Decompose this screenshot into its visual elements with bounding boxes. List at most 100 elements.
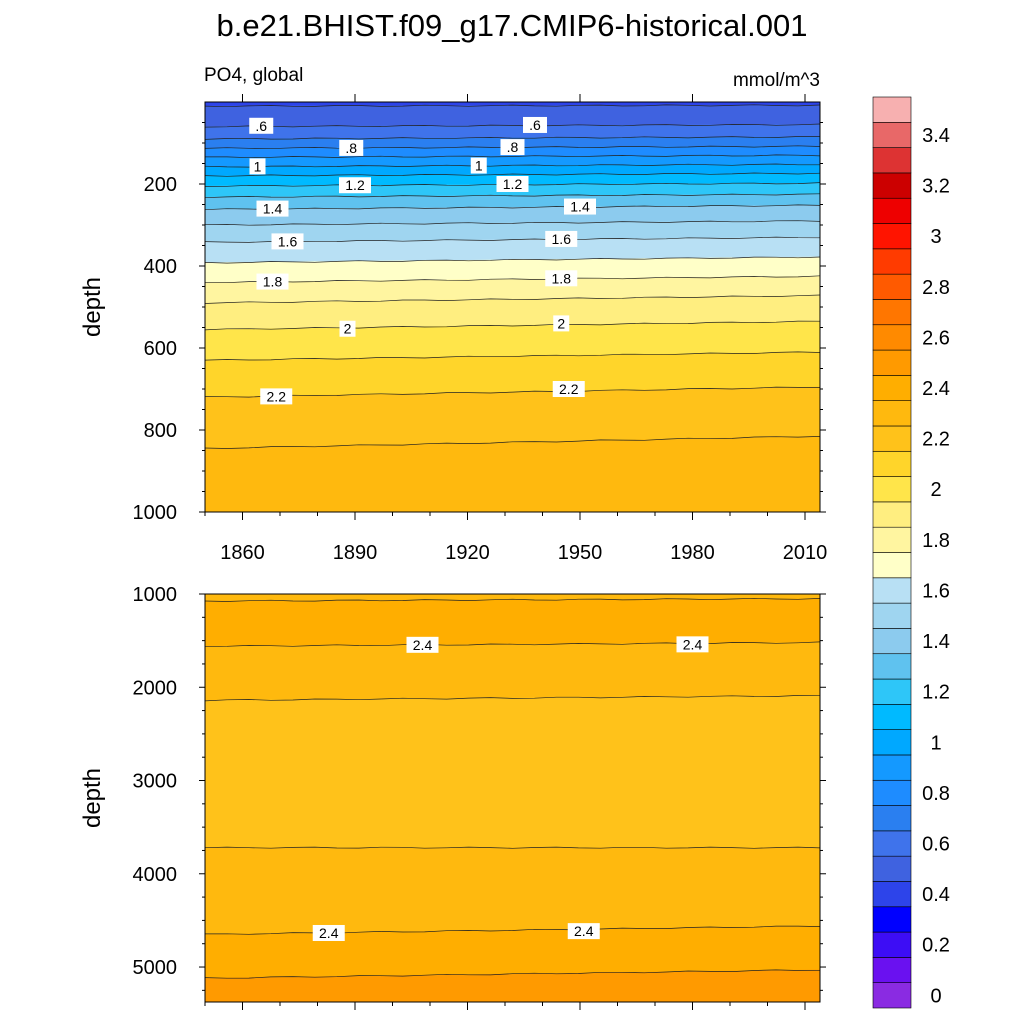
colorbar-swatch-3: [872, 906, 912, 933]
colorbar-swatch-16: [872, 577, 912, 604]
colorbar-label-15: 3: [930, 226, 941, 248]
contour-line-0: [204, 104, 821, 108]
colorbar-swatch-18: [872, 526, 912, 553]
colorbar-label-7: 1.4: [922, 631, 950, 653]
colorbar-swatch-31: [872, 197, 912, 224]
colorbar-swatch-32: [872, 172, 912, 199]
contour-label-3: .8: [507, 139, 519, 155]
contour-line-0: [204, 597, 821, 602]
colorbar-swatch-1: [872, 957, 912, 983]
colorbar-swatch-7: [872, 805, 912, 832]
colorbar-swatch-15: [872, 602, 912, 629]
x-tick-label-1: 1890: [333, 542, 378, 564]
y-tick-label-upper-2: 600: [144, 338, 177, 360]
contour-label-2: 2.4: [319, 925, 339, 941]
contour-label-17: 2.2: [559, 381, 579, 397]
contour-label-12: 1.8: [263, 274, 283, 290]
contour-label-box-5: [470, 157, 487, 174]
y-tick-label-lower-0: 1000: [133, 584, 178, 606]
contour-fill-band-1: [204, 105, 821, 127]
contour-line-3: [204, 846, 821, 849]
contour-label-box-13: [545, 270, 578, 287]
contour-label-box-15: [553, 315, 570, 332]
contour-line-5: [204, 163, 820, 168]
panel-variable-label: PO4, global: [204, 65, 303, 86]
y-axis-title-upper: depth: [79, 277, 106, 337]
units-label: mmol/m^3: [733, 70, 820, 91]
y-tick-label-lower-4: 5000: [133, 957, 178, 979]
colorbar: 0 0.2 0.4 0.6 0.8 1 1.2 1.4 1.6 1.8 2 2.2 2.4 2.6 2.8 3…: [872, 96, 950, 1009]
colorbar-label-4: 0.8: [922, 783, 950, 805]
colorbar-label-13: 2.6: [922, 327, 950, 349]
contour-label-15: 2: [557, 315, 565, 331]
contour-fill-band-3: [204, 695, 821, 848]
contour-label-box-7: [496, 176, 529, 192]
colorbar-label-12: 2.4: [922, 378, 950, 400]
colorbar-label-11: 2.2: [922, 429, 950, 451]
contour-label-9: 1.4: [570, 199, 590, 215]
contour-label-box-3: [500, 139, 525, 156]
y-tick-label-upper-1: 400: [144, 256, 177, 278]
y-tick-label-lower-1: 2000: [133, 677, 178, 699]
colorbar-swatch-6: [872, 830, 912, 857]
contour-fill-band-1: [204, 598, 821, 647]
colorbar-swatch-34: [872, 122, 912, 148]
contour-line-14: [204, 294, 821, 304]
contour-label-box-3: [567, 923, 600, 940]
contour-fill-band-2: [204, 642, 821, 701]
contour-label-1: .6: [529, 117, 541, 133]
contour-label-box-6: [339, 177, 371, 194]
colorbar-swatch-12: [872, 678, 912, 705]
contour-label-box-16: [260, 388, 293, 405]
lower-panel: 2.4 2.4 2.4 2.4 1000 2000 3000 4000 5000 depth: [79, 584, 826, 1010]
contour-line-1: [204, 641, 821, 648]
contour-label-box-17: [552, 381, 585, 397]
colorbar-swatch-28: [872, 273, 912, 300]
y-tick-label-upper-3: 800: [144, 420, 177, 442]
contour-label-box-1: [523, 116, 547, 133]
colorbar-label-6: 1.2: [922, 682, 950, 704]
colorbar-swatch-0: [872, 982, 912, 1009]
y-tick-label-lower-3: 4000: [133, 864, 178, 886]
contour-line-18: [204, 436, 821, 449]
contour-line-13: [205, 275, 821, 284]
colorbar-label-8: 1.6: [922, 580, 950, 602]
upper-panel: .6 .6 .8 .8 1 1 1.2 1.2 1.4 1.4 1.6 1.6 1.8 1.8 2 2 2.2 2…: [79, 94, 827, 564]
colorbar-swatch-17: [872, 552, 912, 579]
colorbar-swatch-27: [872, 299, 912, 326]
plot-frame-lower: [204, 593, 821, 1003]
contour-line-16: [204, 351, 821, 361]
contour-label-box-0: [406, 636, 439, 653]
contour-label-1: 2.4: [683, 636, 703, 652]
contour-label-5: 1: [475, 158, 483, 174]
contour-label-16: 2.2: [267, 388, 287, 404]
x-tick-label-2: 1920: [445, 542, 490, 564]
contour-label-0: .6: [255, 118, 267, 134]
colorbar-label-9: 1.8: [922, 530, 950, 552]
colorbar-swatch-13: [872, 653, 912, 680]
colorbar-swatch-23: [872, 400, 912, 427]
contour-line-9: [204, 204, 821, 211]
contour-label-box-8: [256, 200, 289, 217]
contour-label-box-2: [312, 924, 345, 941]
colorbar-swatch-26: [872, 324, 912, 351]
contour-line-15: [204, 320, 821, 331]
colorbar-label-1: 0.2: [922, 935, 950, 957]
contour-label-box-10: [271, 233, 304, 250]
contour-fill-band-4: [204, 847, 821, 935]
colorbar-label-10: 2: [930, 479, 941, 501]
contour-label-8: 1.4: [263, 201, 283, 217]
colorbar-swatch-2: [872, 931, 912, 958]
contour-label-7: 1.2: [503, 176, 523, 192]
contour-label-box-0: [249, 117, 274, 134]
contour-label-13: 1.8: [552, 270, 572, 286]
contour-line-8: [204, 193, 821, 199]
y-tick-label-lower-2: 3000: [133, 771, 178, 793]
contour-line-11: [204, 236, 821, 243]
contour-line-6: [204, 172, 821, 177]
colorbar-swatch-11: [872, 704, 912, 730]
y-tick-label-upper-4: 1000: [133, 502, 178, 524]
x-tick-label-0: 1860: [220, 542, 265, 564]
contour-fill-band-5: [204, 925, 821, 979]
